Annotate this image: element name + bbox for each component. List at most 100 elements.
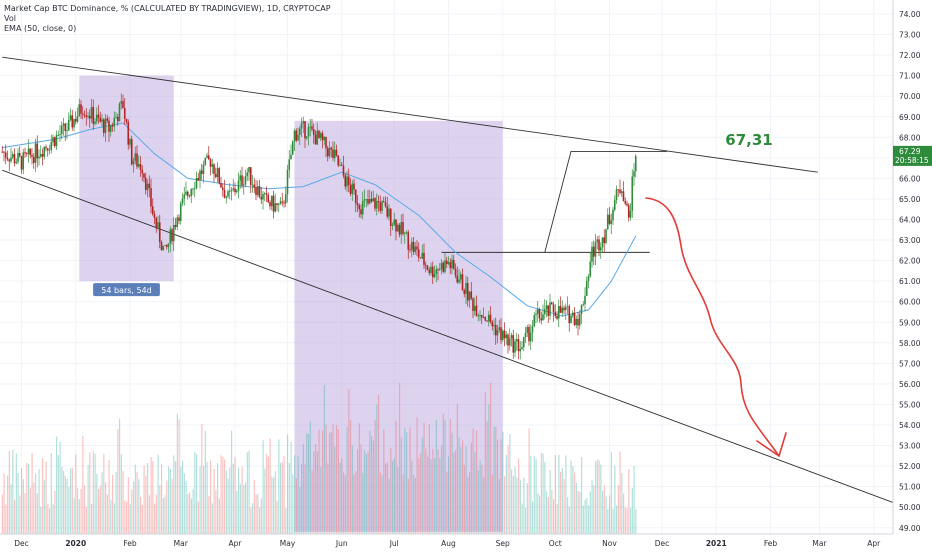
volume-bar (134, 464, 136, 534)
date-range-110d: 118 bars, 110d (294, 120, 503, 547)
candle-body (253, 184, 256, 188)
volume-bar (106, 494, 108, 534)
volume-bar (483, 477, 485, 534)
volume-bar (397, 466, 399, 534)
volume-bar (183, 473, 185, 534)
volume-bar (245, 482, 247, 534)
volume-bar (47, 503, 49, 534)
volume-bar (112, 474, 114, 534)
volume-bar (575, 482, 577, 534)
candle-body (235, 190, 238, 193)
volume-bar (57, 455, 59, 534)
candle-body (412, 241, 415, 252)
candle-body (78, 104, 81, 117)
volume-bar (404, 427, 406, 534)
volume-bar (332, 424, 334, 534)
candle-body (34, 143, 37, 163)
candle-body (360, 209, 362, 215)
candle-body (449, 262, 452, 269)
volume-bar (518, 458, 520, 534)
candle-body (293, 130, 296, 142)
volume-bar (315, 444, 317, 534)
candle-body (503, 330, 506, 339)
candle-body (463, 290, 466, 294)
volume-bar (288, 462, 290, 534)
candle-body (601, 237, 604, 248)
candle-body (531, 326, 534, 333)
volume-bar (80, 489, 82, 534)
volume-bar (241, 466, 243, 534)
candle-body (318, 130, 320, 139)
volume-bar (35, 473, 37, 534)
volume-bar (133, 481, 135, 534)
volume-bar (7, 475, 9, 534)
candle-body (272, 195, 275, 212)
volume-bar (283, 456, 285, 534)
volume-bar (549, 470, 551, 534)
volume-bar (124, 500, 126, 534)
volume-bar (337, 429, 339, 534)
candle-body (367, 199, 369, 204)
volume-bar (77, 488, 79, 534)
volume-bar (187, 493, 189, 534)
candle-body (358, 205, 361, 210)
volume-bar (231, 430, 233, 534)
candle-body (127, 121, 130, 145)
volume-bar (357, 449, 359, 534)
candle-body (104, 118, 107, 133)
volume-bar (633, 465, 635, 534)
candle-body (522, 337, 525, 348)
candle-body (214, 173, 217, 178)
volume-bar (418, 458, 420, 534)
volume-bar (504, 476, 506, 534)
y-tick-label: 55.00 (899, 400, 921, 409)
candle-body (374, 198, 376, 209)
volume-bar (392, 461, 394, 534)
volume-bar (532, 501, 534, 534)
volume-bar (294, 454, 296, 534)
candle-body (116, 116, 119, 122)
candle-body (515, 339, 518, 342)
volume-bar (232, 463, 234, 534)
chart-title: Market Cap BTC Dominance, % (CALCULATED … (4, 4, 331, 13)
volume-bar (344, 475, 346, 534)
volume-bar (502, 431, 504, 534)
candle-body (363, 199, 366, 202)
candle-body (543, 309, 546, 315)
candle-body (342, 165, 345, 176)
candle-body (11, 154, 14, 158)
volume-bar (631, 487, 633, 534)
candle-body (594, 242, 597, 257)
volume-bar (92, 451, 94, 534)
candle-body (550, 302, 553, 305)
volume-bar (434, 457, 436, 534)
volume-bar (150, 456, 152, 534)
volume-bar (64, 475, 66, 534)
volume-bar (386, 462, 388, 534)
candle-body (475, 305, 478, 317)
volume-bar (45, 461, 47, 534)
volume-bar (206, 461, 208, 534)
volume-bar (388, 478, 390, 534)
candle-body (277, 204, 280, 205)
candle-body (458, 279, 460, 283)
volume-bar (364, 450, 366, 534)
volume-bar (267, 456, 269, 534)
volume-bar (479, 460, 481, 534)
candle-body (435, 269, 438, 274)
volume-bar (168, 466, 170, 534)
volume-bar (162, 498, 164, 534)
volume-bar (215, 490, 217, 534)
volume-bar (610, 451, 612, 534)
volume-bar (385, 463, 387, 534)
volume-bar (617, 485, 619, 534)
volume-bar (42, 458, 44, 534)
volume-bar (582, 505, 584, 534)
volume-bar (311, 470, 313, 534)
candle-body (389, 208, 392, 226)
candle-body (431, 266, 434, 278)
candle-body (169, 229, 172, 244)
volume-bar (161, 464, 163, 534)
